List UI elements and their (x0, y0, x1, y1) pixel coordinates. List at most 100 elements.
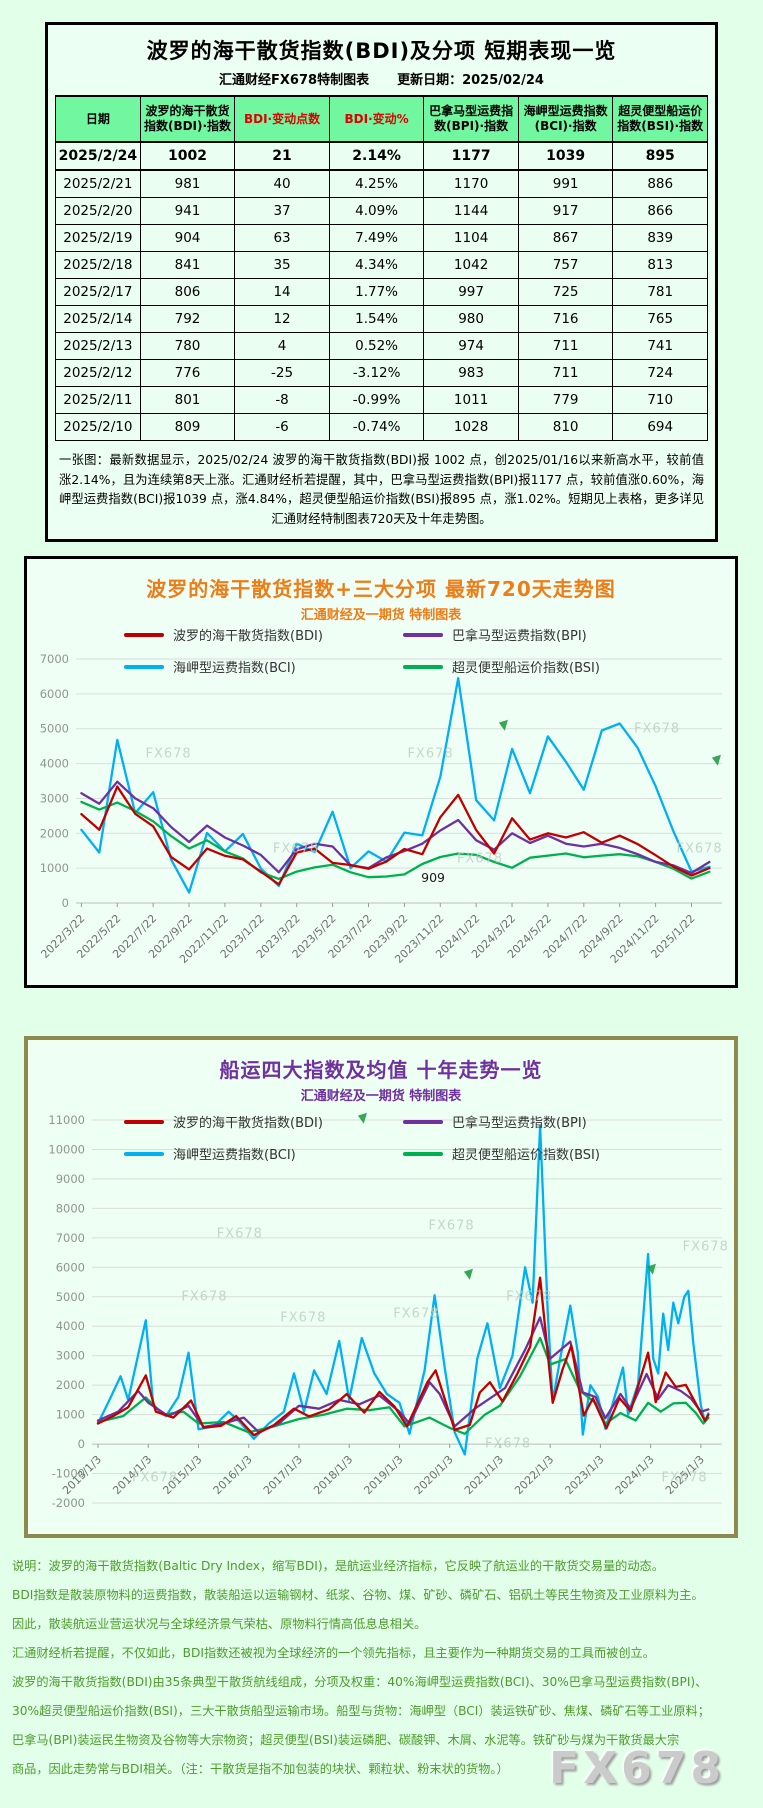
series-line-bdi (96, 1276, 710, 1437)
legend-swatch-bpi (403, 1119, 443, 1124)
table-cell: 1.54% (328, 305, 425, 333)
legend-item-bpi: 巴拿马型运费指数(BPI) (403, 625, 638, 644)
y-axis-label: 10000 (48, 1142, 85, 1156)
chart1-subtitle: 汇通财经及一期货 特制图表 (300, 608, 462, 623)
table-cell: 741 (612, 332, 708, 360)
footer-lines: 说明：波罗的海干散货指数(Baltic Dry Index，缩写BDI)，是航运… (12, 1552, 757, 1784)
table-cell: 1177 (423, 141, 519, 171)
table-cell: 2.14% (328, 141, 425, 171)
table-header-cell: BDI·变动% (328, 95, 425, 143)
table-cell: 4 (234, 332, 330, 360)
table-cell: 2025/2/19 (55, 224, 141, 252)
footer-note-line: 商品，因此走势常与BDI相关。（注：干散货是指不加包装的块状、颗粒状、粉末状的货… (12, 1762, 509, 1776)
y-axis-label: 1000 (56, 1408, 85, 1422)
table-cell: 724 (612, 359, 708, 387)
footer-note-line: 说明：波罗的海干散货指数(Baltic Dry Index，缩写BDI)，是航运… (12, 1559, 664, 1573)
x-tick-label: 2024/1/3 (613, 1453, 657, 1497)
table-header-cell: 巴拿马型运费指数(BPI)·指数 (423, 95, 519, 143)
table-cell: -3.12% (328, 359, 425, 387)
table-cell: 983 (423, 359, 519, 387)
table-row: 2025/2/10 809 -6 -0.74% 1028 810 694 (55, 413, 708, 441)
y-axis-label: -2000 (52, 1496, 85, 1510)
y-axis-label: 8000 (56, 1201, 85, 1215)
table-cell: 2025/2/20 (55, 197, 141, 225)
x-tick-label: 2022/1/3 (512, 1453, 556, 1497)
legend-item-bsi: 超灵便型船运价指数(BSI) (403, 657, 638, 676)
table-header-row: 日期 波罗的海干散货指数(BDI)·指数 BDI·变动点数 BDI·变动% 巴拿马型运费… (55, 95, 708, 143)
series-line-bci (80, 677, 711, 894)
table-meta: 汇通财经FX678特制图表 更新日期：2025/02/24 (48, 69, 715, 88)
table-cell: 904 (139, 224, 236, 252)
table-cell: 725 (517, 278, 614, 306)
table-header-cell: 波罗的海干散货指数(BDI)·指数 (139, 95, 236, 143)
footer-note-line: BDI指数是散装原物料的运费指数，散装船运以运输钢材、纸浆、谷物、煤、矿砂、磷矿… (12, 1588, 704, 1602)
chart1-title: 波罗的海干散货指数+三大分项 最新720天走势图 (146, 577, 616, 601)
table-cell: 711 (517, 359, 614, 387)
table-cell: 810 (517, 413, 614, 441)
table-header-cell: 海岬型运费指数(BCI)·指数 (517, 95, 614, 143)
table-cell: 1011 (423, 386, 519, 414)
table-cell: 886 (612, 169, 708, 198)
y-axis-label: 2000 (56, 1378, 85, 1392)
table-cell: 980 (423, 305, 519, 333)
table-cell: 1.77% (328, 278, 425, 306)
table-cell: 981 (139, 169, 236, 198)
table-cell: -6 (234, 413, 330, 441)
table-cell: 0.52% (328, 332, 425, 360)
table-cell: 35 (234, 251, 330, 279)
table-cell: 792 (139, 305, 236, 333)
table-cell: 941 (139, 197, 236, 225)
table-row: 2025/2/21 981 40 4.25% 1170 991 886 (55, 169, 708, 198)
table-row: 2025/2/14 792 12 1.54% 980 716 765 (55, 305, 708, 333)
data-table: 日期 波罗的海干散货指数(BDI)·指数 BDI·变动点数 BDI·变动% 巴拿马型运费… (55, 95, 708, 441)
table-row: 2025/2/19 904 63 7.49% 1104 867 839 (55, 224, 708, 252)
table-cell: -0.99% (328, 386, 425, 414)
table-header-cell: 日期 (55, 95, 141, 143)
series-line-bdi (80, 785, 711, 886)
table-cell: -0.74% (328, 413, 425, 441)
y-axis-label: 5000 (40, 722, 69, 736)
summary-note: 一张图：最新数据显示，2025/02/24 波罗的海干散货指数(BDI)报 10… (59, 453, 704, 526)
table-cell: 1042 (423, 251, 519, 279)
table-cell: 806 (139, 278, 236, 306)
update-date: 更新日期：2025/02/24 (397, 73, 544, 88)
x-tick-label: 2023/1/3 (562, 1453, 606, 1497)
legend-swatch-bdi (124, 632, 164, 637)
table-cell: 781 (612, 278, 708, 306)
x-tick-label: 2020/1/3 (412, 1453, 456, 1497)
table-row: 2025/2/11 801 -8 -0.99% 1011 779 710 (55, 386, 708, 414)
table-cell: 21 (234, 141, 330, 171)
table-cell: 4.25% (328, 169, 425, 198)
table-cell: 2025/2/18 (55, 251, 141, 279)
x-tick-label: 2021/1/3 (462, 1453, 506, 1497)
footer-notes: 说明：波罗的海干散货指数(Baltic Dry Index，缩写BDI)，是航运… (0, 1548, 763, 1794)
legend-label: 超灵便型船运价指数(BSI) (452, 661, 600, 676)
x-tick-label: 2015/1/3 (161, 1453, 205, 1497)
line-chart-svg: -2000 -1000 0 1000 2000 3000 4000 5000 6000 7000 8… (48, 1113, 722, 1510)
chart2-area: 波罗的海干散货指数(BDI) 巴拿马型运费指数(BPI) 海岬型运费指数(BCI) 超… (28, 1108, 734, 1528)
table-cell: 813 (612, 251, 708, 279)
legend-item-bpi: 巴拿马型运费指数(BPI) (403, 1112, 638, 1131)
table-cell: 40 (234, 169, 330, 198)
table-header-cell: 超灵便型船运价指数(BSI)·指数 (612, 95, 708, 143)
table-cell: 694 (612, 413, 708, 441)
table-cell: 917 (517, 197, 614, 225)
legend-item-bci: 海岬型运费指数(BCI) (124, 1144, 359, 1163)
legend-swatch-bci (124, 1151, 164, 1156)
table-cell: 809 (139, 413, 236, 441)
legend-swatch-bdi (124, 1119, 164, 1124)
table-cell: 12 (234, 305, 330, 333)
x-tick-label: 2017/1/3 (261, 1453, 305, 1497)
legend-swatch-bci (124, 664, 164, 669)
table-cell: 37 (234, 197, 330, 225)
table-head: 日期 波罗的海干散货指数(BDI)·指数 BDI·变动点数 BDI·变动% 巴拿马型运费… (55, 95, 708, 143)
y-axis-label: 2000 (40, 826, 69, 840)
y-axis-label: 0 (62, 896, 69, 910)
table-cell: 2025/2/21 (55, 169, 141, 198)
chart-legend: 波罗的海干散货指数(BDI) 巴拿马型运费指数(BPI) 海岬型运费指数(BCI) 超… (124, 1112, 638, 1163)
table-cell: 765 (612, 305, 708, 333)
x-tick-label: 2025/1/3 (663, 1453, 707, 1497)
y-axis-label: 6000 (40, 687, 69, 701)
chart-legend: 波罗的海干散货指数(BDI) 巴拿马型运费指数(BPI) 海岬型运费指数(BCI) 超… (124, 625, 638, 676)
table-cell: 7.49% (328, 224, 425, 252)
